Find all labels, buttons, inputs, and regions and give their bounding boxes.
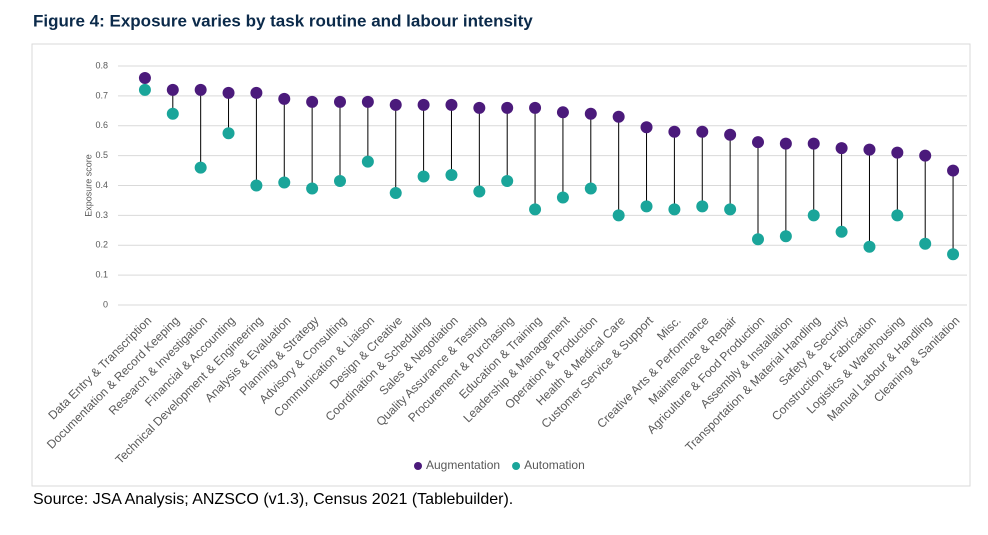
dot <box>835 225 848 238</box>
dot <box>696 125 709 138</box>
chart-frame <box>31 43 971 487</box>
dot <box>779 137 792 150</box>
dot <box>250 86 263 99</box>
dot <box>222 127 235 140</box>
legend-label: Automation <box>524 458 585 472</box>
dot <box>752 233 764 246</box>
dot <box>529 101 542 114</box>
dot <box>306 182 319 195</box>
dot <box>807 137 820 150</box>
dot <box>389 186 402 199</box>
x-tick-label: Data Entry & Transcription <box>45 313 154 422</box>
dot <box>334 95 346 108</box>
dot <box>445 98 458 111</box>
dot <box>947 248 960 261</box>
dot <box>724 128 737 141</box>
dot <box>807 209 820 222</box>
dot <box>947 164 960 177</box>
y-axis-title: Exposure score <box>83 154 93 217</box>
dot <box>835 142 848 155</box>
source-note: Source: JSA Analysis; ANZSCO (v1.3), Cen… <box>33 491 513 508</box>
dot <box>138 71 151 84</box>
dot <box>891 209 904 222</box>
dot <box>306 95 319 108</box>
dot <box>612 110 625 123</box>
dot <box>891 146 904 159</box>
dot <box>501 175 514 188</box>
dot <box>724 203 737 216</box>
dot <box>640 200 653 213</box>
legend-swatch <box>414 462 422 470</box>
dot <box>863 143 876 156</box>
y-tick-label: 0.3 <box>95 210 108 220</box>
dot <box>529 203 542 216</box>
chart-title: Figure 4: Exposure varies by task routin… <box>33 11 533 30</box>
dot <box>417 98 430 111</box>
legend-label: Augmentation <box>426 458 500 472</box>
dot <box>640 121 653 134</box>
dot <box>417 170 430 183</box>
dot <box>919 149 932 162</box>
dot <box>334 175 346 188</box>
y-tick-label: 0.4 <box>95 180 108 190</box>
dot <box>278 176 291 189</box>
dot <box>668 125 681 138</box>
dot <box>166 107 179 120</box>
dot <box>779 230 792 243</box>
dot <box>584 182 597 195</box>
dot <box>473 185 486 198</box>
legend-swatch <box>512 462 521 470</box>
dot <box>696 200 709 213</box>
y-tick-label: 0 <box>103 299 108 309</box>
dot <box>194 161 207 174</box>
dot <box>556 191 569 204</box>
dot <box>501 101 514 114</box>
dot <box>389 98 402 111</box>
dot <box>668 203 681 216</box>
y-tick-label: 0.1 <box>95 270 108 280</box>
dot <box>361 155 374 168</box>
dot <box>556 106 569 119</box>
dot <box>445 169 458 182</box>
dot <box>166 83 179 96</box>
y-tick-label: 0.7 <box>95 90 108 100</box>
dot <box>612 209 625 222</box>
dot <box>919 237 932 250</box>
dot <box>863 240 876 253</box>
dot <box>138 83 151 96</box>
dot <box>194 83 207 96</box>
dot <box>752 136 764 149</box>
dot <box>584 107 597 120</box>
y-tick-label: 0.8 <box>95 60 108 70</box>
dot <box>250 179 263 192</box>
dot <box>361 95 374 108</box>
y-tick-label: 0.5 <box>95 150 108 160</box>
y-tick-label: 0.6 <box>95 120 108 130</box>
dot <box>278 92 291 105</box>
dot <box>222 86 235 99</box>
y-tick-label: 0.2 <box>95 240 108 250</box>
dot <box>473 101 486 114</box>
